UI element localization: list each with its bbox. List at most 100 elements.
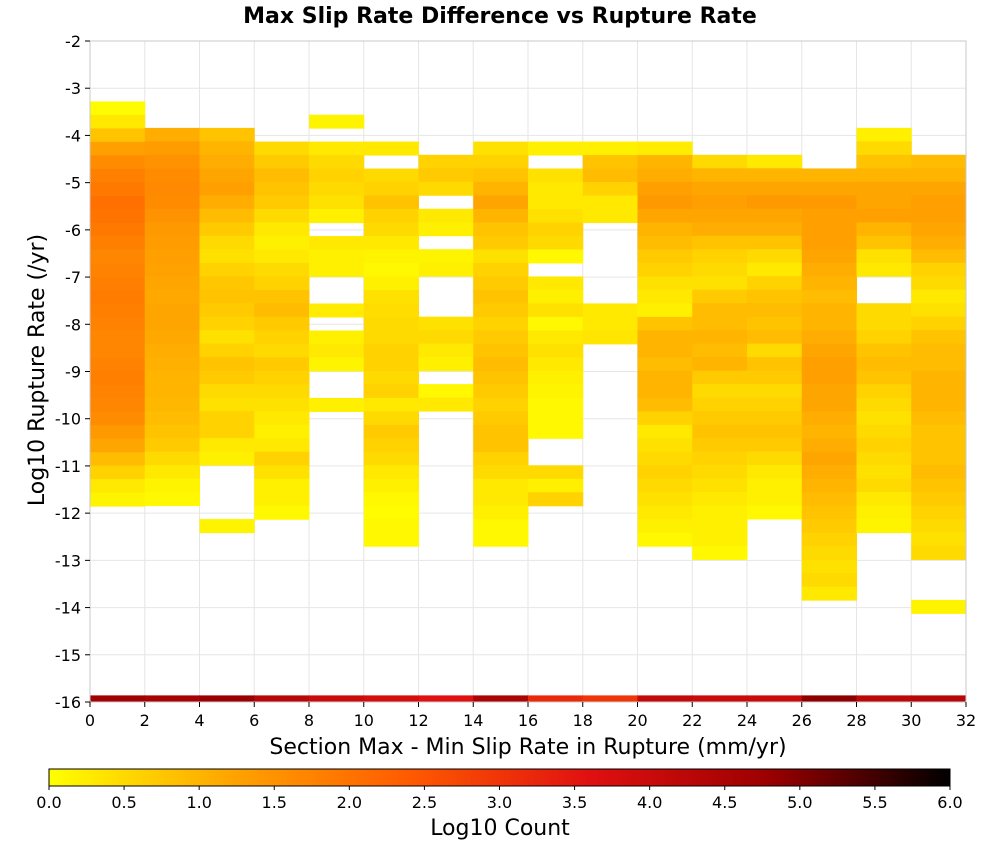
x-tick-label: 22 xyxy=(682,711,702,730)
heatmap-cell xyxy=(856,249,912,264)
heatmap-cell xyxy=(90,114,146,129)
x-tick-label: 32 xyxy=(956,711,976,730)
heatmap-cell xyxy=(473,209,529,224)
heatmap-cell xyxy=(801,532,857,547)
heatmap-cell xyxy=(528,343,584,358)
heatmap-cell xyxy=(254,478,310,493)
y-tick-label: -15 xyxy=(55,646,81,665)
x-tick-label: 14 xyxy=(463,711,483,730)
y-tick-label: -16 xyxy=(55,693,81,712)
heatmap-cell xyxy=(528,222,584,237)
heatmap-cell xyxy=(418,262,474,277)
heatmap-cell xyxy=(637,209,693,224)
heatmap-cell xyxy=(637,235,693,250)
heatmap-cell xyxy=(692,545,748,560)
heatmap-cell xyxy=(911,545,967,560)
heatmap-cell xyxy=(473,289,529,304)
heatmap-cell xyxy=(254,370,310,385)
colorbar-tick-label: 1.5 xyxy=(262,793,287,812)
heatmap-cell xyxy=(473,141,529,156)
heatmap-cell xyxy=(692,532,748,547)
heatmap-cell xyxy=(418,208,474,223)
heatmap-cell xyxy=(144,370,200,385)
chart-title: Max Slip Rate Difference vs Rupture Rate xyxy=(243,4,757,29)
colorbar-tick-label: 3.5 xyxy=(562,793,587,812)
y-tick-label: -3 xyxy=(65,79,81,98)
heatmap-cell xyxy=(363,451,419,466)
heatmap-cell xyxy=(582,330,638,345)
heatmap-cell xyxy=(473,505,529,520)
heatmap-cell xyxy=(582,316,638,331)
heatmap-cell xyxy=(637,289,693,304)
heatmap-cell xyxy=(856,424,912,439)
y-axis-label: Log10 Rupture Rate (/yr) xyxy=(25,234,50,506)
heatmap-cell xyxy=(199,127,255,142)
y-tick-label: -8 xyxy=(65,315,81,334)
heatmap-cell xyxy=(363,235,419,250)
heatmap-cell xyxy=(254,411,310,426)
heatmap-cell xyxy=(199,384,255,399)
heatmap-cell xyxy=(856,465,912,480)
heatmap-cell xyxy=(418,384,474,399)
heatmap-cell xyxy=(637,222,693,237)
colorbar-tick-label: 4.5 xyxy=(712,793,737,812)
heatmap-cell-bottom xyxy=(90,695,146,702)
heatmap-cell xyxy=(528,424,584,439)
heatmap-cell xyxy=(911,411,967,426)
heatmap-cell xyxy=(582,209,638,224)
y-tick-label: -6 xyxy=(65,221,81,240)
heatmap-cell xyxy=(144,141,200,156)
heatmap-cell xyxy=(363,370,419,385)
x-tick-label: 0 xyxy=(85,711,95,730)
heatmap-cell xyxy=(747,424,803,439)
heatmap-cell xyxy=(582,155,638,170)
heatmap-cell xyxy=(199,181,255,196)
heatmap-cell xyxy=(363,357,419,372)
heatmap-cell-bottom xyxy=(911,695,967,702)
heatmap-cell xyxy=(144,276,200,291)
heatmap-cell-bottom xyxy=(856,695,912,702)
heatmap-cell xyxy=(418,181,474,196)
heatmap-cell xyxy=(692,222,748,237)
heatmap-cell xyxy=(856,195,912,210)
heatmap-cell xyxy=(801,357,857,372)
heatmap-cell xyxy=(90,398,146,413)
heatmap-cell xyxy=(692,384,748,399)
heatmap-cell xyxy=(254,303,310,318)
heatmap-cell xyxy=(473,411,529,426)
heatmap-cell xyxy=(801,195,857,210)
heatmap-cell xyxy=(747,303,803,318)
heatmap-cell xyxy=(856,330,912,345)
heatmap-cell xyxy=(90,479,146,494)
heatmap-cell xyxy=(911,465,967,480)
heatmap-cell xyxy=(856,303,912,318)
heatmap-cell xyxy=(801,451,857,466)
heatmap-cell xyxy=(199,303,255,318)
heatmap-cell xyxy=(911,168,967,183)
heatmap-cell xyxy=(528,141,584,156)
heatmap-cell xyxy=(637,276,693,291)
x-axis-label: Section Max - Min Slip Rate in Rupture (… xyxy=(269,735,786,760)
heatmap-cell xyxy=(911,303,967,318)
heatmap-cell xyxy=(309,182,365,197)
heatmap-cell xyxy=(528,182,584,197)
heatmap-cell-bottom xyxy=(637,695,693,702)
heatmap-cell xyxy=(692,316,748,331)
heatmap-cell xyxy=(90,222,146,237)
heatmap-cell xyxy=(856,357,912,372)
heatmap-cell xyxy=(199,451,255,466)
heatmap-cell xyxy=(747,168,803,183)
heatmap-cell xyxy=(144,411,200,426)
heatmap-cell xyxy=(747,492,803,507)
heatmap-cell xyxy=(254,505,310,520)
heatmap-cell xyxy=(801,519,857,534)
heatmap-cell xyxy=(144,303,200,318)
heatmap-cell xyxy=(199,343,255,358)
heatmap-cell xyxy=(473,370,529,385)
heatmap-cell xyxy=(692,343,748,358)
heatmap-cell xyxy=(528,478,584,493)
heatmap-cell xyxy=(528,195,584,210)
heatmap-cell xyxy=(856,262,912,277)
heatmap-cell xyxy=(473,478,529,493)
y-tick-label: -12 xyxy=(55,504,81,523)
